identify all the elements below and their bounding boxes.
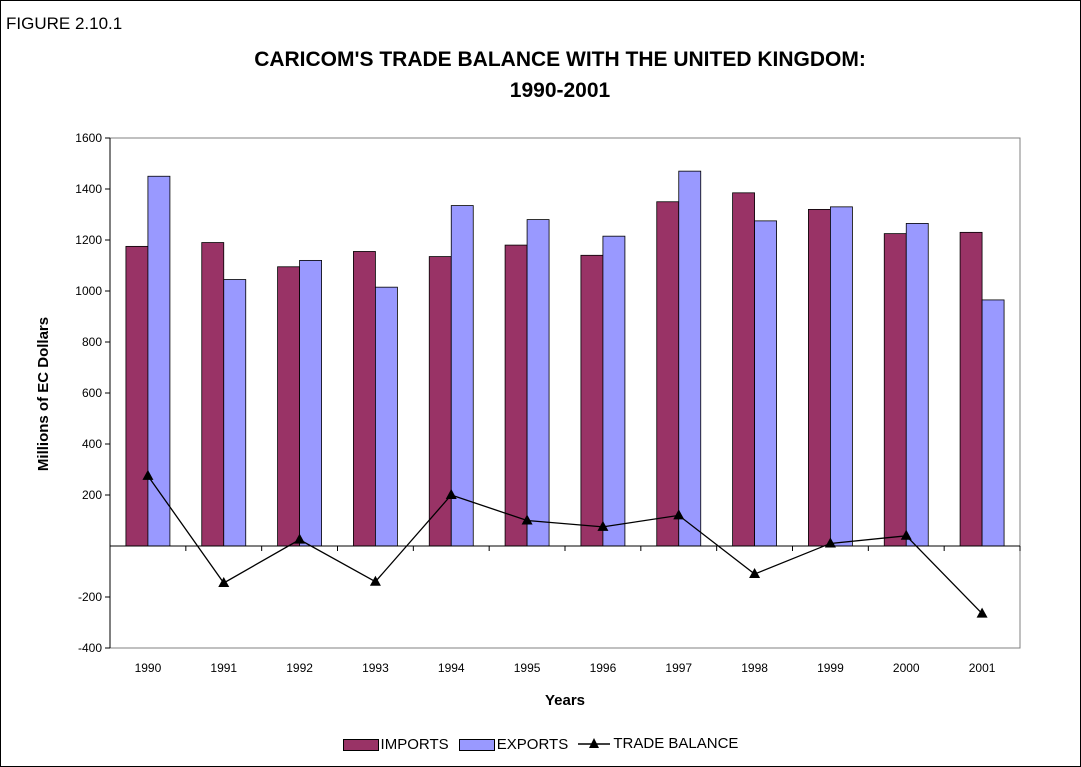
bar-imports	[201, 242, 225, 547]
point-trade-balance	[900, 529, 912, 540]
legend-swatch-imports	[342, 738, 379, 751]
x-tick-label: 1994	[438, 661, 465, 675]
x-tick-label: 2000	[893, 661, 920, 675]
bar-exports	[981, 299, 1005, 547]
x-tick-label: 1999	[817, 661, 844, 675]
x-tick-label: 1998	[741, 661, 768, 675]
y-tick-label: 1400	[75, 182, 102, 196]
figure-label: FIGURE 2.10.1	[6, 14, 123, 33]
point-trade-balance	[142, 469, 154, 480]
legend-item-exports: EXPORTS	[458, 736, 569, 753]
bar-imports	[580, 254, 604, 547]
x-tick-label: 1993	[362, 661, 389, 675]
bar-imports	[277, 266, 300, 547]
bar-exports	[830, 206, 853, 547]
x-tick-label: 1990	[135, 661, 162, 675]
y-tick-label: 600	[82, 386, 102, 400]
point-trade-balance	[976, 607, 988, 618]
bar-exports	[223, 279, 247, 547]
point-trade-balance	[673, 509, 685, 520]
point-trade-balance	[445, 489, 457, 499]
point-trade-balance	[294, 533, 306, 544]
point-trade-balance	[824, 537, 836, 548]
y-tick-label: 400	[82, 437, 102, 451]
legend-marker-trade-balance	[578, 737, 611, 748]
legend-swatch-exports	[458, 738, 495, 751]
y-tick-label: -400	[78, 641, 102, 655]
y-tick-label: 200	[82, 488, 102, 502]
x-tick-label: 1991	[210, 661, 237, 675]
bar-imports	[883, 233, 907, 547]
y-tick-label: 1000	[75, 284, 102, 298]
bar-imports	[428, 256, 452, 547]
chart-title-line-1: CARICOM'S TRADE BALANCE WITH THE UNITED …	[254, 48, 866, 71]
legend-label-imports: IMPORTS	[380, 736, 449, 753]
bar-imports	[732, 192, 755, 547]
bar-exports	[678, 170, 702, 547]
point-trade-balance	[521, 514, 533, 525]
bar-exports	[299, 259, 322, 547]
chart-title-line-2: 1990-2001	[509, 79, 611, 102]
x-axis-label: Years	[545, 692, 585, 709]
point-trade-balance	[597, 520, 609, 531]
point-trade-balance	[369, 575, 381, 586]
y-tick-label: 1200	[75, 233, 102, 247]
line-trade-balance	[147, 475, 983, 615]
bar-imports	[125, 245, 149, 547]
y-tick-label: -200	[78, 590, 102, 604]
bar-exports	[526, 219, 550, 547]
bar-imports	[656, 201, 680, 547]
point-trade-balance	[749, 568, 761, 579]
bar-imports	[353, 251, 376, 547]
bar-imports	[808, 208, 831, 547]
bar-imports	[504, 244, 528, 547]
bar-exports	[905, 223, 929, 547]
legend-label-exports: EXPORTS	[496, 736, 569, 753]
chart-title: CARICOM'S TRADE BALANCE WITH THE UNITED …	[120, 44, 1000, 106]
plot-border	[109, 137, 1021, 649]
bar-imports	[959, 231, 983, 547]
y-axis-label: Millions of EC Dollars	[35, 317, 52, 471]
bar-exports	[450, 205, 474, 547]
bar-exports	[754, 220, 777, 547]
plot-area: -400 -200 200 400 600 800 1000 1200 1400 1600 1990…	[75, 131, 1021, 675]
bar-exports	[375, 286, 398, 547]
y-tick-label: 800	[82, 335, 102, 349]
legend-item-trade-balance: TRADE BALANCE	[578, 735, 738, 752]
legend-item-imports: IMPORTS	[342, 736, 449, 753]
legend: IMPORTS EXPORTS TRADE BALANCE	[0, 735, 1081, 755]
point-trade-balance	[218, 576, 230, 587]
x-tick-label: 1992	[286, 661, 313, 675]
x-tick-label: 2001	[969, 661, 996, 675]
bar-exports	[602, 235, 626, 547]
x-tick-label: 1996	[590, 661, 617, 675]
x-tick-label: 1997	[665, 661, 692, 675]
legend-label-trade-balance: TRADE BALANCE	[613, 735, 739, 752]
x-tick-label: 1995	[514, 661, 541, 675]
y-tick-label: 1600	[75, 131, 102, 145]
